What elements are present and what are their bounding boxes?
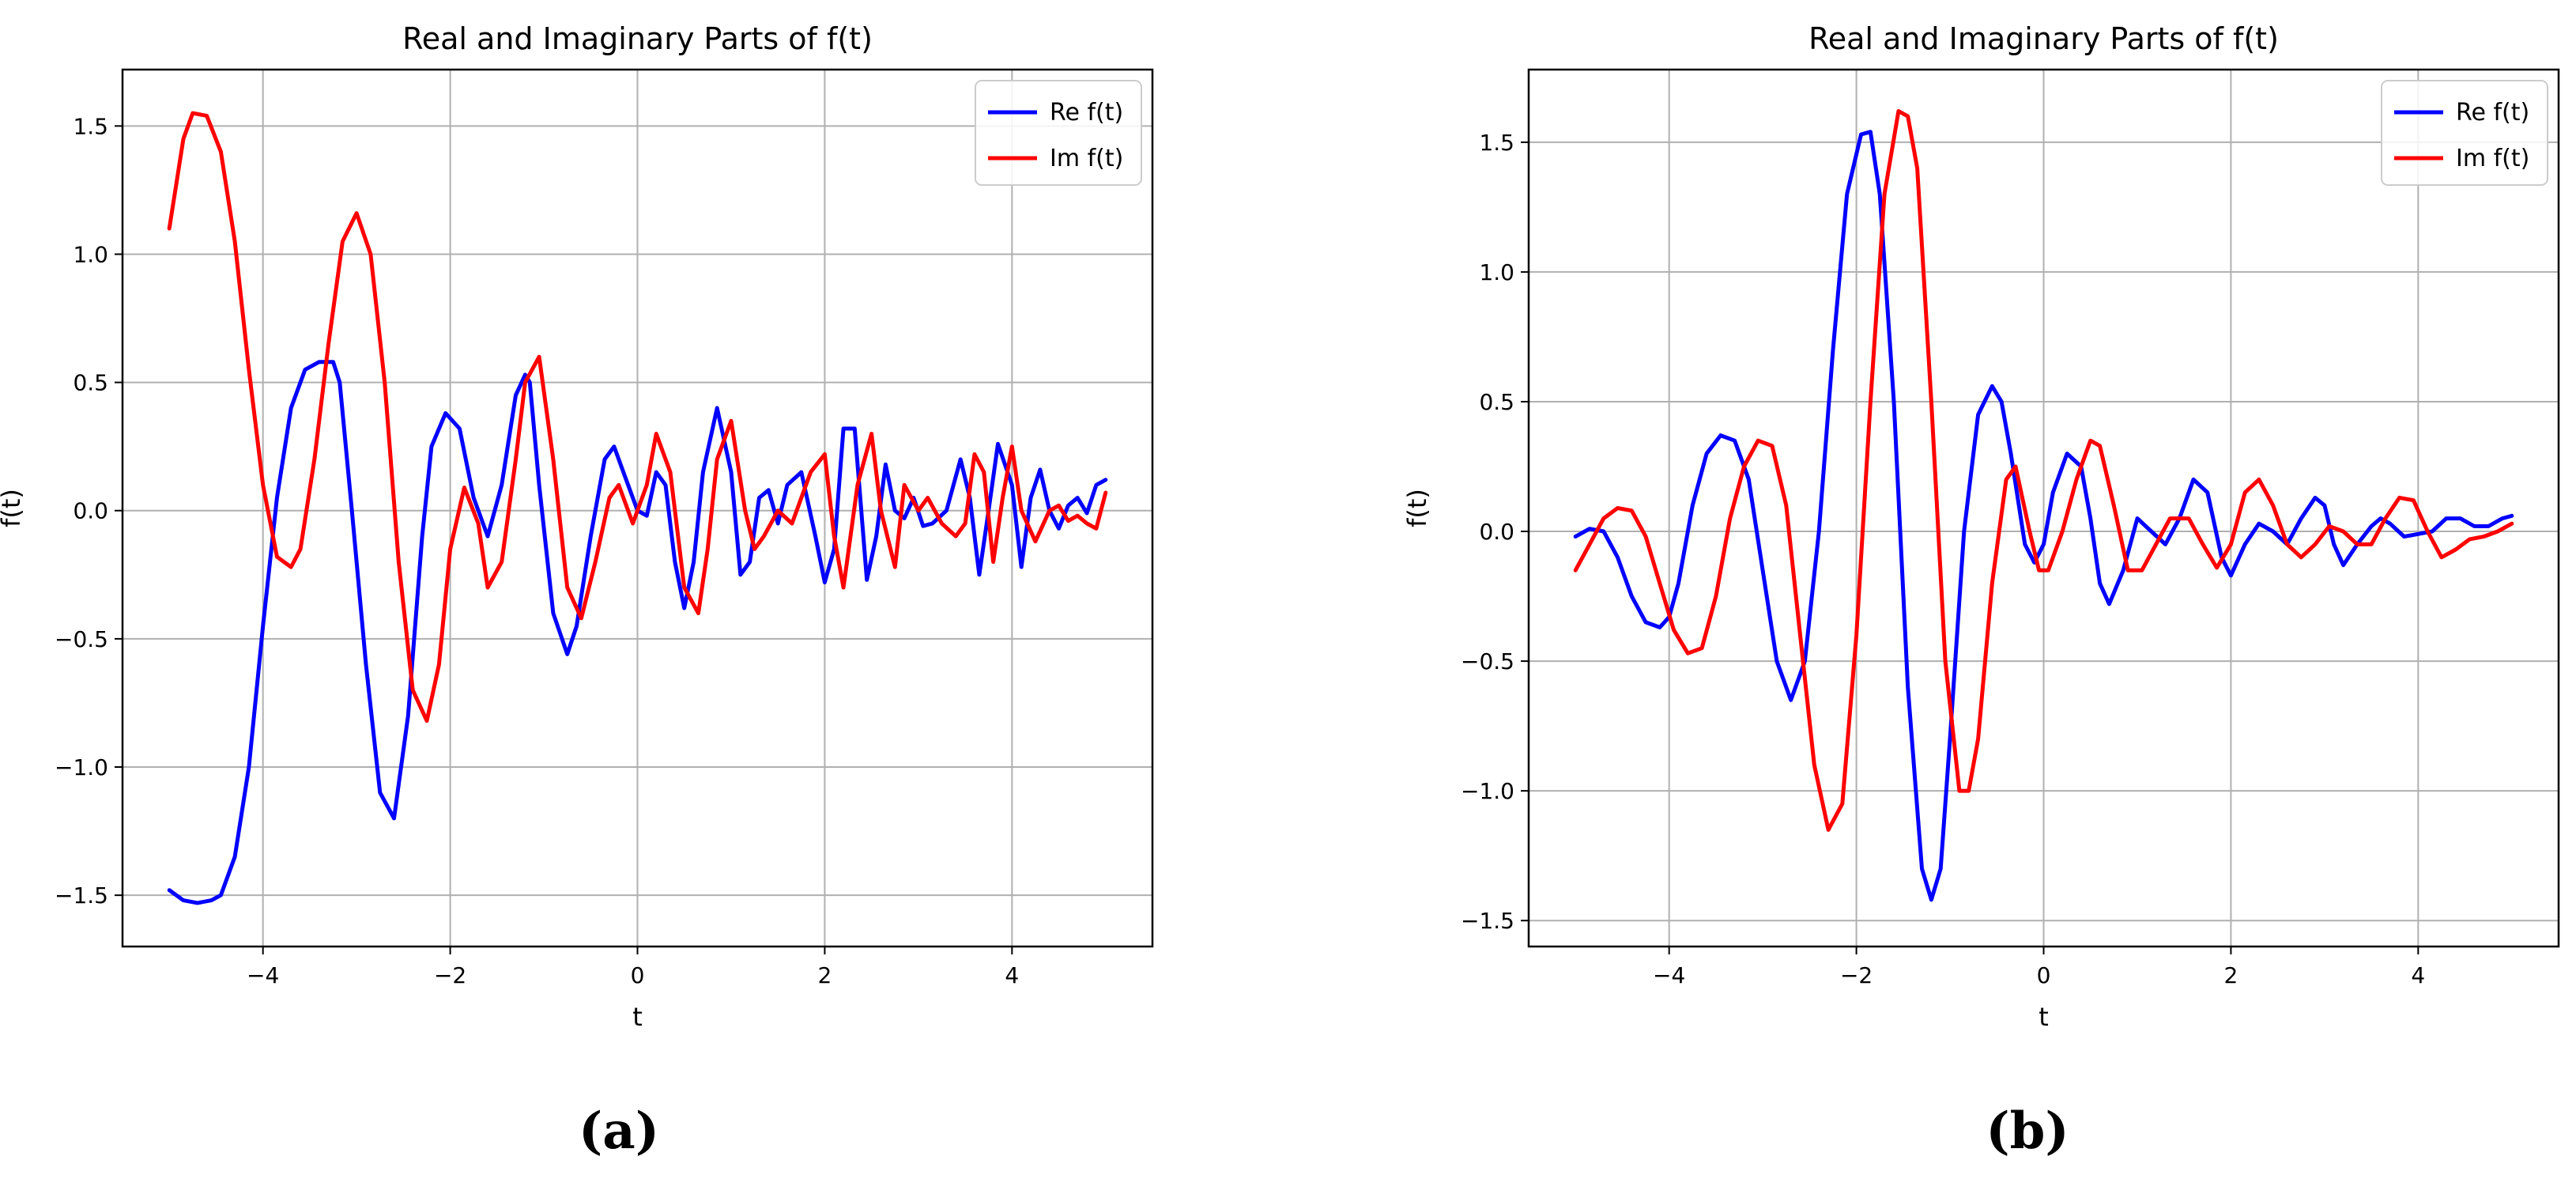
- chart-title: Real and Imaginary Parts of f(t): [1808, 21, 2279, 56]
- x-tick-label-3: 2: [2223, 962, 2238, 988]
- x-axis-label: t: [632, 1002, 643, 1032]
- y-tick-label-1: −1.0: [55, 754, 108, 780]
- y-tick-label-0: −1.5: [55, 882, 108, 909]
- x-tick-label-1: −2: [1840, 962, 1873, 988]
- x-tick-label-2: 0: [631, 962, 645, 988]
- x-axis-label: t: [2039, 1002, 2049, 1032]
- panel-label-b: (b): [1986, 1102, 2069, 1161]
- chart-title: Real and Imaginary Parts of f(t): [402, 21, 873, 56]
- series-line-re: [167, 360, 1108, 905]
- y-tick-label-6: 1.5: [1479, 130, 1514, 156]
- series-line-re: [1573, 130, 2514, 902]
- x-tick-label-3: 2: [817, 962, 832, 988]
- y-tick-label-6: 1.5: [73, 113, 108, 139]
- legend-label-im: Im f(t): [1050, 145, 1123, 172]
- x-tick-label-0: −4: [1653, 962, 1685, 988]
- y-axis-label: f(t): [0, 489, 26, 527]
- chart-panel-a: −4 −2 0 2 4 −1.5 −1.0 −0.5 0.0 0.5 1.0 1.5 Real and …: [0, 21, 1154, 1032]
- x-tick-label-2: 0: [2037, 962, 2051, 988]
- y-tick-label-2: −0.5: [1461, 648, 1514, 675]
- y-axis-label: f(t): [1402, 489, 1432, 527]
- y-tick-label-1: −1.0: [1461, 778, 1514, 804]
- y-tick-label-3: 0.0: [73, 498, 108, 524]
- legend-label-re: Re f(t): [1050, 99, 1123, 127]
- y-tick-label-5: 1.0: [1479, 259, 1514, 285]
- series-line-im: [1573, 109, 2514, 832]
- series-line-im: [167, 111, 1108, 724]
- legend-label-im: Im f(t): [2456, 145, 2529, 172]
- y-tick-label-4: 0.5: [1479, 389, 1514, 415]
- x-tick-label-4: 4: [1005, 962, 1019, 988]
- legend: Re f(t) Im f(t): [2381, 80, 2548, 186]
- chart-panel-b: −4 −2 0 2 4 −1.5 −1.0 −0.5 0.0 0.5 1.0 1.5 Real and …: [1402, 21, 2560, 1032]
- panel-label-a: (a): [579, 1102, 659, 1161]
- x-tick-label-1: −2: [434, 962, 466, 988]
- y-tick-label-4: 0.5: [73, 370, 108, 396]
- y-tick-label-0: −1.5: [1461, 908, 1514, 934]
- legend: Re f(t) Im f(t): [975, 80, 1142, 186]
- x-tick-label-4: 4: [2411, 962, 2425, 988]
- y-tick-label-2: −0.5: [55, 626, 108, 652]
- y-tick-label-5: 1.0: [73, 241, 108, 267]
- x-tick-label-0: −4: [247, 962, 279, 988]
- y-tick-label-3: 0.0: [1479, 519, 1514, 545]
- legend-label-re: Re f(t): [2456, 99, 2529, 127]
